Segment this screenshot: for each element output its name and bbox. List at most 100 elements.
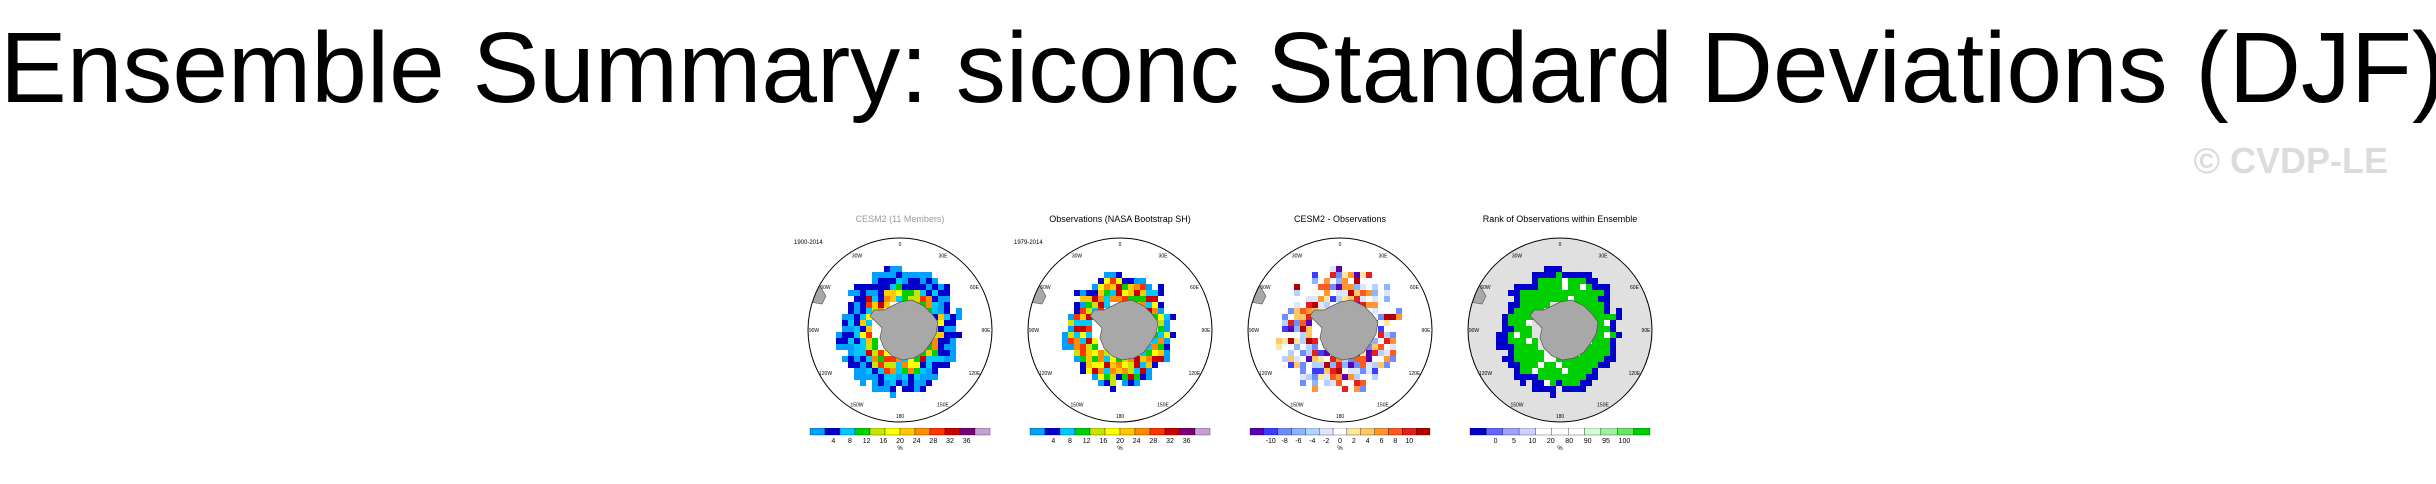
map-cell — [896, 380, 902, 386]
map-cell — [1502, 356, 1508, 362]
map-cell — [1508, 362, 1514, 368]
map-cell — [1532, 386, 1538, 392]
map-cell — [1520, 356, 1526, 362]
map-cell — [866, 320, 872, 326]
map-cell — [1282, 356, 1288, 362]
longitude-label: 150W — [850, 402, 863, 408]
map-cell — [1532, 374, 1538, 380]
map-cell — [1092, 296, 1098, 302]
map-cell — [1282, 338, 1288, 344]
map-cell — [1324, 296, 1330, 302]
map-cell — [1288, 326, 1294, 332]
map-border — [807, 237, 993, 423]
map-cell — [908, 356, 914, 362]
map-cell — [1562, 278, 1568, 284]
map-cell — [866, 350, 872, 356]
map-cell — [1152, 350, 1158, 356]
map-cell — [1092, 362, 1098, 368]
map-cell — [1158, 326, 1164, 332]
map-cell — [1538, 302, 1544, 308]
colorbar-tick-label: 28 — [929, 438, 937, 445]
map-cell — [1122, 368, 1128, 374]
colorbar-swatch — [899, 428, 916, 436]
map-cell — [1086, 362, 1092, 368]
colorbar-swatch — [1044, 428, 1061, 436]
map-cell — [1514, 332, 1520, 338]
map-cell — [1342, 368, 1348, 374]
map-cell — [866, 338, 872, 344]
colorbar-tick-label: 80 — [1565, 438, 1573, 445]
map-cell — [1306, 296, 1312, 302]
map-cell — [848, 314, 854, 320]
map-cell — [1520, 332, 1526, 338]
map-cell — [1068, 314, 1074, 320]
map-cell — [926, 362, 932, 368]
map-cell — [1110, 374, 1116, 380]
colorbar-tick-label: 32 — [946, 438, 954, 445]
map-cell — [1354, 284, 1360, 290]
colorbar-tick-label: 36 — [963, 438, 971, 445]
map-cell — [866, 362, 872, 368]
map-cell — [926, 374, 932, 380]
map-cell — [1568, 278, 1574, 284]
map-cell — [1508, 290, 1514, 296]
map-cell — [1330, 362, 1336, 368]
map-cell — [1384, 356, 1390, 362]
map-cell — [1080, 320, 1086, 326]
map-cell — [1288, 362, 1294, 368]
map-cell — [1318, 302, 1324, 308]
map-cell — [1312, 368, 1318, 374]
map-cell — [944, 296, 950, 302]
map-cell — [1164, 326, 1170, 332]
map-cell — [932, 374, 938, 380]
map-cell — [1164, 356, 1170, 362]
colorbar-tick-label: 100 — [1619, 438, 1631, 445]
map-cell — [1384, 350, 1390, 356]
map-cell — [1580, 362, 1586, 368]
map-cell — [1574, 362, 1580, 368]
map-cell — [890, 272, 896, 278]
map-cell — [1324, 284, 1330, 290]
map-cell — [1592, 314, 1598, 320]
colorbar-tick-label: 90 — [1584, 438, 1592, 445]
map-cell — [932, 314, 938, 320]
colorbar-tick-label: 10 — [1528, 438, 1536, 445]
map-cell — [926, 380, 932, 386]
map-cell — [1122, 296, 1128, 302]
colorbar-swatch — [1134, 428, 1151, 436]
colorbar-tick-label: 95 — [1602, 438, 1610, 445]
map-cell — [866, 284, 872, 290]
map-cell — [1300, 314, 1306, 320]
colorbar-swatch — [1360, 428, 1375, 436]
map-cell — [1508, 314, 1514, 320]
map-cell — [1592, 374, 1598, 380]
map-cell — [914, 380, 920, 386]
map-cell — [1574, 272, 1580, 278]
colorbar-tick-label: -4 — [1309, 438, 1315, 445]
map-cell — [884, 296, 890, 302]
map-cell — [1342, 290, 1348, 296]
map-cell — [1104, 296, 1110, 302]
map-cell — [1324, 302, 1330, 308]
colorbar-swatch — [1277, 428, 1292, 436]
colorbar: 0 5 10 20 80 90 95 100 — [1469, 428, 1651, 445]
map-cell — [1556, 374, 1562, 380]
map-cell — [1282, 320, 1288, 326]
map-cell — [1158, 284, 1164, 290]
map-cell — [926, 278, 932, 284]
map-cell — [1526, 284, 1532, 290]
map-cell — [920, 302, 926, 308]
map-cell — [1580, 386, 1586, 392]
map-cell — [1574, 284, 1580, 290]
map-cell — [944, 290, 950, 296]
colorbar-swatch — [1374, 428, 1389, 436]
map-cell — [1068, 320, 1074, 326]
colorbar-tick-label: 12 — [863, 438, 871, 445]
map-cell — [920, 386, 926, 392]
map-cell — [842, 332, 848, 338]
panel-title: Rank of Observations within Ensemble — [1482, 214, 1638, 224]
map-cell — [1562, 380, 1568, 386]
map-cell — [1574, 374, 1580, 380]
map-cell — [1104, 290, 1110, 296]
map-cell — [1366, 344, 1372, 350]
